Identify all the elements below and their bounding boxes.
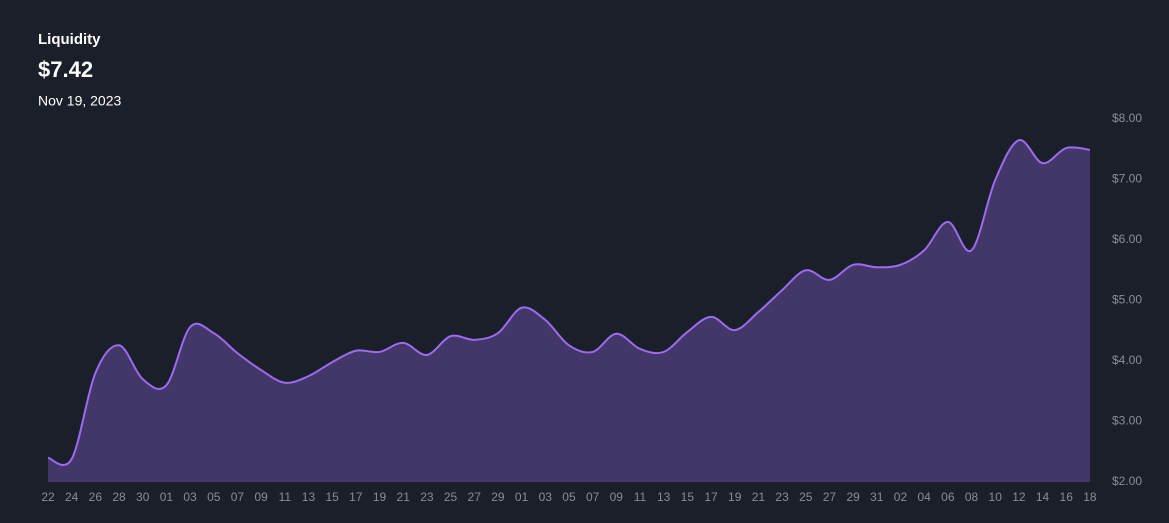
y-tick-label: $2.00 (1112, 474, 1142, 488)
x-tick-label: 27 (468, 490, 482, 504)
x-tick-label: 23 (420, 490, 434, 504)
y-tick-label: $3.00 (1112, 414, 1142, 428)
x-tick-label: 04 (917, 490, 931, 504)
x-tick-label: 08 (965, 490, 979, 504)
y-tick-label: $5.00 (1112, 293, 1142, 307)
x-tick-label: 01 (160, 490, 174, 504)
x-tick-label: 09 (610, 490, 624, 504)
x-tick-label: 18 (1083, 490, 1097, 504)
header-date: Nov 19, 2023 (38, 93, 121, 109)
x-tick-label: 02 (894, 490, 908, 504)
x-tick-label: 25 (799, 490, 813, 504)
x-tick-label: 11 (634, 490, 647, 504)
y-tick-label: $8.00 (1112, 111, 1142, 125)
x-tick-label: 19 (373, 490, 387, 504)
x-tick-label: 17 (349, 490, 363, 504)
x-tick-label: 27 (823, 490, 837, 504)
x-tick-label: 15 (325, 490, 339, 504)
x-tick-label: 05 (207, 490, 221, 504)
x-tick-label: 03 (539, 490, 553, 504)
x-tick-label: 11 (279, 490, 292, 504)
x-tick-label: 26 (89, 490, 103, 504)
y-tick-label: $4.00 (1112, 353, 1142, 367)
x-tick-label: 12 (1012, 490, 1026, 504)
x-tick-label: 14 (1036, 490, 1050, 504)
x-tick-label: 21 (752, 490, 766, 504)
x-tick-label: 19 (728, 490, 742, 504)
x-tick-label: 21 (397, 490, 411, 504)
x-tick-label: 28 (112, 490, 126, 504)
x-tick-label: 07 (586, 490, 600, 504)
x-tick-label: 29 (846, 490, 860, 504)
x-tick-label: 07 (231, 490, 245, 504)
x-tick-label: 23 (775, 490, 789, 504)
x-tick-label: 29 (491, 490, 505, 504)
y-tick-label: $7.00 (1112, 172, 1142, 186)
x-tick-label: 13 (302, 490, 316, 504)
x-tick-label: 09 (254, 490, 268, 504)
x-tick-label: 15 (681, 490, 695, 504)
line (47, 139, 1091, 466)
header-value: $7.42 (38, 57, 93, 82)
x-tick-label: 03 (183, 490, 197, 504)
x-tick-label: 01 (515, 490, 529, 504)
x-tick-label: 16 (1060, 490, 1074, 504)
x-tick-label: 13 (657, 490, 671, 504)
x-tick-label: 05 (562, 490, 576, 504)
x-tick-label: 17 (704, 490, 718, 504)
x-tick-label: 10 (989, 490, 1003, 504)
x-tick-label: 30 (136, 490, 150, 504)
header-title: Liquidity (38, 31, 101, 48)
x-tick-label: 06 (941, 490, 955, 504)
x-tick-label: 24 (65, 490, 79, 504)
x-tick-label: 25 (444, 490, 458, 504)
x-tick-label: 22 (41, 490, 55, 504)
area-fill (48, 139, 1090, 482)
x-tick-label: 31 (870, 490, 884, 504)
y-tick-label: $6.00 (1112, 232, 1142, 246)
